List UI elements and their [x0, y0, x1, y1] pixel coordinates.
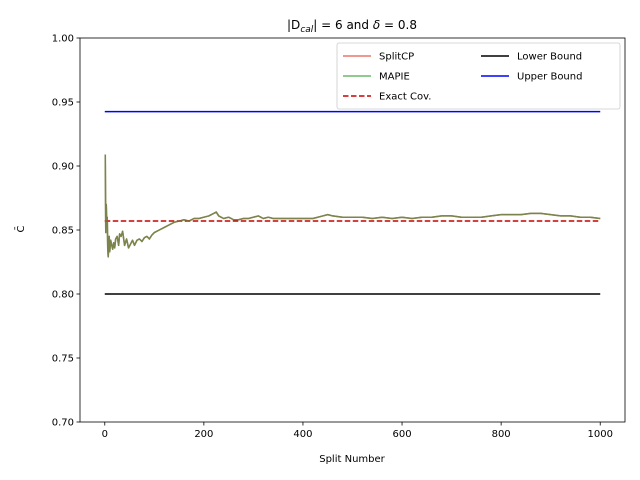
y-tick-label: 0.70: [52, 418, 74, 429]
x-tick-label: 1000: [588, 429, 613, 440]
y-tick-label: 1.00: [52, 34, 74, 45]
y-tick-label: 0.95: [52, 98, 74, 109]
title-subscript: cal: [300, 25, 313, 35]
legend-entry-label: Upper Bound: [517, 72, 582, 83]
legend-box: [336, 42, 621, 110]
y-tick-label: 0.90: [52, 162, 74, 173]
title-prefix: |D: [287, 18, 300, 32]
x-tick-label: 200: [194, 429, 213, 440]
chart-title: |Dcal| = 6 and δ = 0.8: [287, 18, 417, 35]
y-axis-label: C̄: [14, 225, 27, 232]
legend-entry-label: MAPIE: [379, 72, 410, 83]
y-tick-label: 0.85: [52, 226, 74, 237]
x-tick-label: 600: [392, 429, 411, 440]
y-tick-label: 0.80: [52, 290, 74, 301]
plot-area: [104, 110, 601, 295]
x-tick-label: 400: [293, 429, 312, 440]
y-tick-label: 0.75: [52, 354, 74, 365]
legend-entry-label: Exact Cov.: [379, 92, 431, 103]
title-middle: | = 6 and: [313, 18, 373, 32]
series-line-overlap-blend: [104, 154, 601, 258]
x-tick-label: 800: [492, 429, 511, 440]
legend-entry-label: SplitCP: [379, 52, 414, 63]
x-tick-label: 0: [102, 429, 108, 440]
legend: SplitCP MAPIE Exact Cov. Lower Bound Upper B…: [336, 42, 621, 110]
title-delta: δ: [373, 18, 380, 32]
legend-entry-label: Lower Bound: [517, 52, 582, 63]
x-axis-label: Split Number: [319, 454, 385, 465]
axes: 0 200 400 600 800 1000 0.70 0.75 0.80 0.85 0.90 0.9…: [52, 34, 626, 440]
title-suffix: = 0.8: [380, 18, 417, 32]
